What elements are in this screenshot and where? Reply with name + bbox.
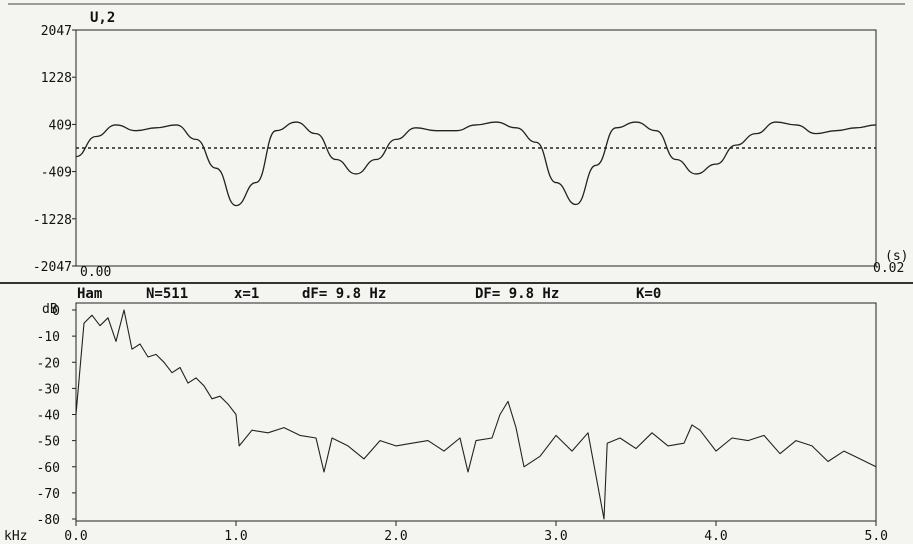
spectrum-y-tick-label: -50 [37, 435, 60, 450]
waveform-x-end-label: 0.02 [873, 261, 904, 276]
spectrum-DF-label: DF= 9.8 Hz [475, 286, 559, 302]
waveform-title: U,2 [90, 10, 115, 26]
spectrum-x-unit-label: kHz [4, 529, 27, 544]
spectrum-y-tick-label: -30 [37, 382, 60, 397]
waveform-x-start-label: 0.00 [80, 265, 111, 280]
spectrum-series-line [75, 309, 877, 520]
spectrum-x-tick-label: 1.0 [224, 529, 247, 544]
waveform-y-tick-label: -1228 [33, 213, 72, 228]
spectrum-n-label: N=511 [146, 286, 188, 302]
spectrum-x-tick-label: 0.0 [64, 529, 87, 544]
spectrum-x-label: x=1 [234, 286, 259, 302]
waveform-x-unit-label: (s) [885, 249, 908, 264]
spectrum-k-label: K=0 [636, 286, 661, 302]
spectrum-y-tick-label: 0 [52, 304, 60, 319]
waveform-y-tick-label: 2047 [41, 24, 72, 39]
spectrum-y-tick-label: -80 [37, 513, 60, 528]
spectrum-y-unit-label: dB [42, 302, 58, 317]
waveform-series-line [75, 121, 877, 207]
spectrum-df-label: dF= 9.8 Hz [302, 286, 386, 302]
spectrum-window-label: Ham [77, 286, 102, 302]
waveform-y-tick-label: 409 [49, 118, 72, 133]
spectrum-x-tick-label: 4.0 [704, 529, 727, 544]
spectrum-y-tick-label: -60 [37, 461, 60, 476]
spectrum-y-tick-label: -20 [37, 356, 60, 371]
spectrum-y-tick-label: -40 [37, 409, 60, 424]
spectrum-x-tick-label: 5.0 [865, 529, 888, 544]
waveform-y-tick-label: 1228 [41, 71, 72, 86]
waveform-y-tick-label: -2047 [33, 260, 72, 275]
spectrum-y-tick-label: -70 [37, 487, 60, 502]
spectrum-y-tick-label: -10 [37, 330, 60, 345]
waveform-y-tick-label: -409 [41, 166, 72, 181]
spectrum-plot-area [75, 302, 877, 522]
spectrum-x-tick-label: 2.0 [384, 529, 407, 544]
spectrum-x-tick-label: 3.0 [544, 529, 567, 544]
